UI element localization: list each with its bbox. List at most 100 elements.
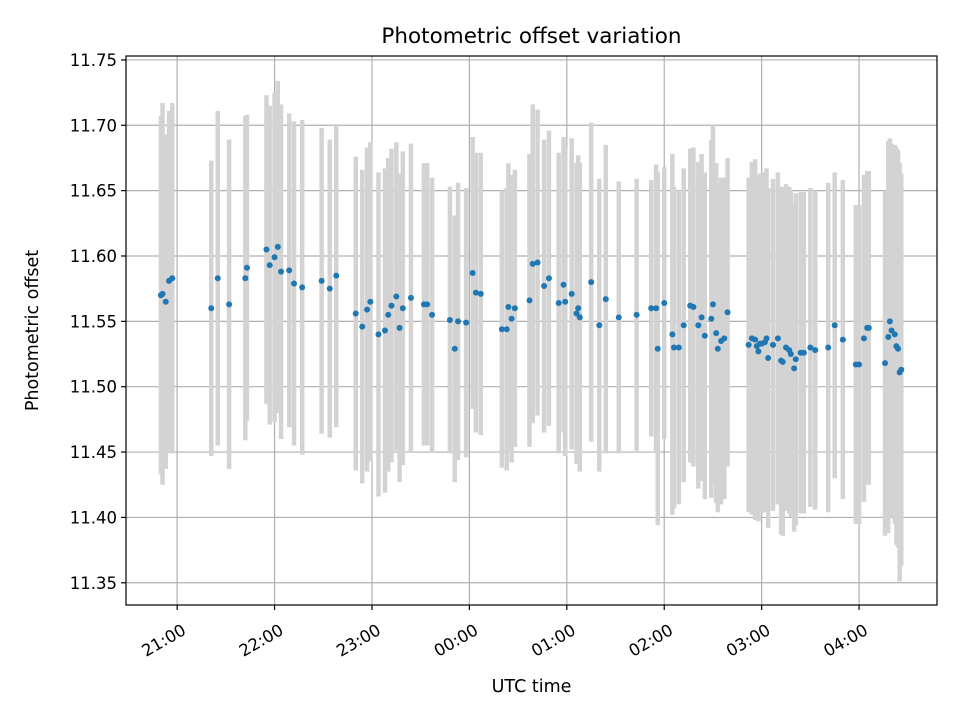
data-point xyxy=(615,314,622,321)
data-point xyxy=(825,344,832,351)
data-point xyxy=(455,318,462,325)
data-point xyxy=(708,315,715,322)
data-point xyxy=(407,294,414,301)
data-point xyxy=(429,311,436,318)
data-point xyxy=(242,275,249,282)
plot-frame xyxy=(125,55,938,606)
data-point xyxy=(856,361,863,368)
data-point xyxy=(562,298,569,305)
data-point xyxy=(446,317,453,324)
data-point xyxy=(359,323,366,330)
data-point xyxy=(511,305,518,312)
data-point xyxy=(169,275,176,282)
data-point xyxy=(226,301,233,308)
data-point xyxy=(791,365,798,372)
data-point xyxy=(575,305,582,312)
y-tick-label: 11.35 xyxy=(70,574,117,593)
data-point xyxy=(713,330,720,337)
data-point xyxy=(860,335,867,342)
data-point xyxy=(214,275,221,282)
data-point xyxy=(545,275,552,282)
data-point xyxy=(661,300,668,307)
data-point xyxy=(274,243,281,250)
data-point xyxy=(381,327,388,334)
y-tick-label: 11.45 xyxy=(70,443,117,462)
data-point xyxy=(895,345,902,352)
data-point xyxy=(709,301,716,308)
data-point xyxy=(271,254,278,261)
data-point xyxy=(555,300,562,307)
data-point xyxy=(669,331,676,338)
data-point xyxy=(774,335,781,342)
data-points xyxy=(157,243,905,376)
data-point xyxy=(352,310,359,317)
data-point xyxy=(477,290,484,297)
data-point xyxy=(463,319,470,326)
data-point xyxy=(792,356,799,363)
data-point xyxy=(602,296,609,303)
data-point xyxy=(534,259,541,266)
data-point xyxy=(505,303,512,310)
data-point xyxy=(765,354,772,361)
data-point xyxy=(882,360,889,367)
data-point xyxy=(763,335,770,342)
data-point xyxy=(318,277,325,284)
chart-title: Photometric offset variation xyxy=(381,24,681,49)
data-point xyxy=(399,305,406,312)
y-tick-label: 11.75 xyxy=(70,51,117,70)
data-point xyxy=(472,289,479,296)
data-point xyxy=(526,297,533,304)
x-axis-label: UTC time xyxy=(492,677,572,697)
data-point xyxy=(698,314,705,321)
data-point xyxy=(375,331,382,338)
data-point xyxy=(779,358,786,365)
data-point xyxy=(208,305,215,312)
data-point xyxy=(831,322,838,329)
data-point xyxy=(503,326,510,333)
data-point xyxy=(560,281,567,288)
y-axis-label: Photometric offset xyxy=(23,250,43,411)
data-point xyxy=(326,285,333,292)
data-point xyxy=(286,267,293,274)
data-point xyxy=(724,309,731,316)
data-point xyxy=(266,262,273,269)
data-point xyxy=(680,322,687,329)
data-point xyxy=(755,348,762,355)
data-point xyxy=(787,351,794,358)
data-point xyxy=(263,246,270,253)
data-point xyxy=(898,366,905,373)
y-axis: 11.35 11.40 11.45 11.50 11.55 11.60 11.65 11.70… xyxy=(70,51,126,593)
data-point xyxy=(714,345,721,352)
data-point xyxy=(596,322,603,329)
data-point xyxy=(451,345,458,352)
data-point xyxy=(396,324,403,331)
y-tick-label: 11.40 xyxy=(70,508,117,527)
data-point xyxy=(385,311,392,318)
data-point xyxy=(721,335,728,342)
data-point xyxy=(648,305,655,312)
data-point xyxy=(839,336,846,343)
data-point xyxy=(299,284,306,291)
data-point xyxy=(654,345,661,352)
data-point xyxy=(891,331,898,338)
data-point xyxy=(675,344,682,351)
data-point xyxy=(653,305,660,312)
data-point xyxy=(243,264,250,271)
data-point xyxy=(367,298,374,305)
y-tick-label: 11.65 xyxy=(70,182,117,201)
data-point xyxy=(291,280,298,287)
data-point xyxy=(752,336,759,343)
data-point xyxy=(469,269,476,276)
data-point xyxy=(388,302,395,309)
data-point xyxy=(865,324,872,331)
data-point xyxy=(690,303,697,310)
data-point xyxy=(588,279,595,286)
data-point xyxy=(745,341,752,348)
data-point xyxy=(807,344,814,351)
data-point xyxy=(568,290,575,297)
data-point xyxy=(278,268,285,275)
data-point xyxy=(800,349,807,356)
data-point xyxy=(393,293,400,300)
data-point xyxy=(576,314,583,321)
